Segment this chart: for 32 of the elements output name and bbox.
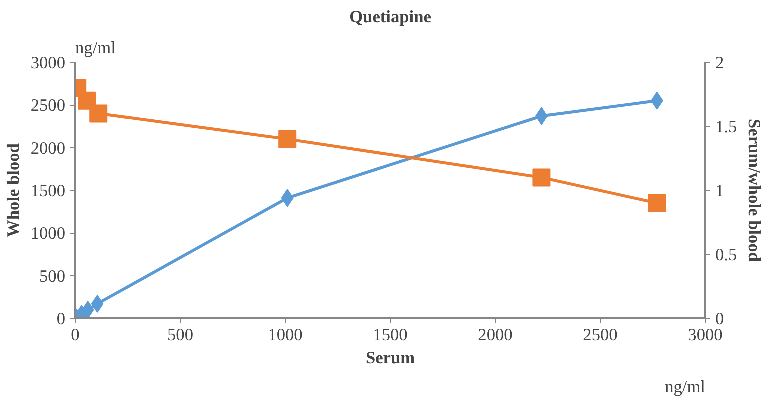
x-tick-label: 2000: [478, 326, 513, 344]
point: [648, 194, 666, 212]
y-tick-label: 0: [56, 310, 66, 328]
x-tick-label: 3000: [688, 326, 723, 344]
y-axis-title: Whole blood: [4, 143, 23, 238]
text: ng/ml: [76, 38, 116, 58]
point: [82, 300, 94, 318]
x-axis-title: Serum: [366, 348, 416, 368]
chart-title: Quetiapine: [350, 8, 432, 26]
x-tick-label: 500: [168, 326, 194, 344]
x-tick-label: 1000: [268, 326, 303, 344]
point: [278, 130, 297, 148]
y2-axis-title: Serum/whole blood: [745, 119, 764, 262]
y-tick-label: 2000: [30, 138, 66, 158]
y2-tick-label: 0: [716, 310, 724, 328]
y2-tick-label: 2: [716, 54, 724, 72]
x-tick-label: 1500: [373, 326, 408, 344]
point: [90, 104, 108, 123]
y-tick-label: 3000: [30, 54, 66, 72]
y-tick-label: 500: [40, 266, 66, 286]
x-tick-label: 0: [71, 326, 80, 344]
y2-tick-label: 1.5: [716, 118, 738, 136]
point: [281, 189, 294, 208]
y-tick-label: 1500: [30, 182, 66, 200]
point: [91, 294, 104, 313]
text: ng/ml: [665, 378, 706, 396]
y2-tick-label: 0.5: [716, 246, 738, 264]
point: [532, 168, 551, 187]
y-tick-label: 1000: [30, 224, 66, 244]
y2-tick-label: 1: [716, 182, 724, 200]
x-tick-label: 2500: [583, 326, 618, 344]
y-tick-label: 2500: [30, 96, 66, 116]
